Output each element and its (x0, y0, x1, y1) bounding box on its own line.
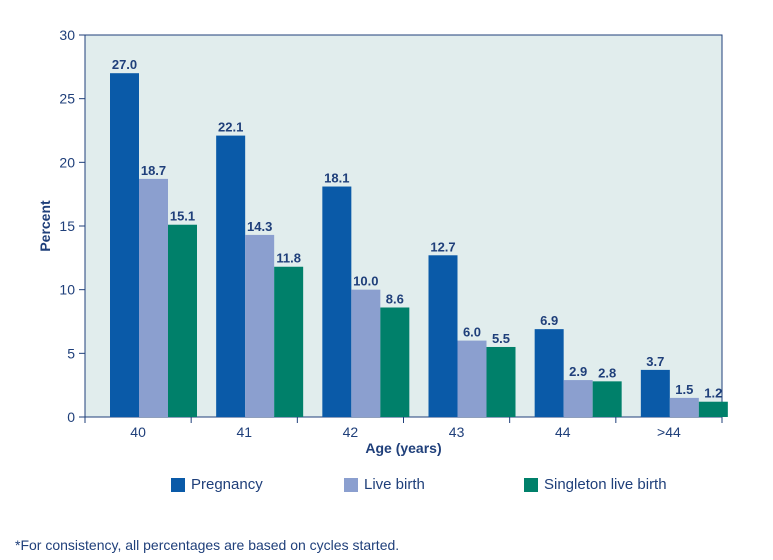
bar (351, 289, 381, 417)
bar (428, 255, 458, 417)
bar (110, 73, 139, 417)
data-label: 1.2 (704, 386, 722, 401)
data-label: 3.7 (646, 354, 664, 369)
bar (592, 381, 622, 417)
legend-item-singleton-live-birth: Singleton live birth (524, 476, 667, 493)
legend-swatch-singleton-live-birth (524, 477, 538, 492)
bar (563, 380, 593, 417)
data-label: 14.3 (247, 219, 272, 234)
x-tick-label: 42 (343, 424, 359, 440)
x-axis-ticks: 40 41 42 43 44 >44 (84, 417, 723, 440)
legend-swatch-live-birth (344, 477, 358, 492)
bar-chart: 0 5 10 15 20 25 30 27.0 18.7 15.1 22.1 14.3 11.8 18.… (37, 27, 728, 456)
bar (457, 340, 487, 417)
data-label: 6.9 (540, 313, 558, 328)
bar (486, 346, 516, 417)
data-label: 1.5 (675, 382, 693, 397)
bar (669, 397, 699, 417)
footnote: *For consistency, all percentages are ba… (15, 537, 400, 553)
legend-item-live-birth: Live birth (344, 476, 425, 493)
data-label: 5.5 (492, 331, 510, 346)
y-axis-title: Percent (37, 200, 53, 252)
y-tick-label: 10 (59, 282, 75, 298)
bar (698, 401, 728, 417)
data-label: 10.0 (353, 274, 378, 289)
bar (322, 186, 352, 417)
data-label: 12.7 (430, 239, 455, 254)
data-label: 27.0 (112, 57, 137, 72)
data-label: 18.7 (141, 163, 166, 178)
data-label: 15.1 (170, 209, 195, 224)
x-tick-label: 40 (130, 424, 146, 440)
y-axis-ticks: 0 5 10 15 20 25 30 (59, 27, 85, 425)
bar (168, 224, 197, 417)
bar (139, 178, 168, 417)
data-label: 22.1 (218, 120, 243, 135)
x-axis-title: Age (years) (365, 440, 441, 456)
bar (245, 234, 275, 417)
legend-swatch-pregnancy (171, 477, 185, 492)
legend-label-singleton-live-birth: Singleton live birth (544, 476, 667, 493)
bar (380, 307, 410, 417)
legend-label-pregnancy: Pregnancy (191, 476, 263, 493)
y-tick-label: 25 (59, 91, 75, 107)
data-label: 2.8 (598, 365, 616, 380)
y-tick-label: 20 (59, 154, 75, 170)
legend-item-pregnancy: Pregnancy (171, 476, 263, 493)
x-tick-label: 41 (236, 424, 252, 440)
data-label: 2.9 (569, 364, 587, 379)
bar (534, 329, 564, 417)
x-tick-label: 43 (449, 424, 465, 440)
legend: Pregnancy Live birth Singleton live birt… (0, 476, 773, 498)
bar (274, 266, 304, 417)
bar (640, 369, 670, 417)
x-tick-label: >44 (657, 424, 681, 440)
data-label: 11.8 (276, 251, 301, 266)
y-tick-label: 5 (67, 345, 75, 361)
y-tick-label: 0 (67, 409, 75, 425)
x-tick-label: 44 (555, 424, 571, 440)
data-label: 6.0 (463, 325, 481, 340)
y-tick-label: 30 (59, 27, 75, 43)
y-tick-label: 15 (59, 218, 75, 234)
data-label: 8.6 (386, 291, 404, 306)
bar (216, 135, 246, 418)
bars: 27.0 18.7 15.1 22.1 14.3 11.8 18.1 10.0 8.6 12.7 6… (110, 57, 728, 418)
data-label: 18.1 (324, 171, 349, 186)
legend-label-live-birth: Live birth (364, 476, 425, 493)
